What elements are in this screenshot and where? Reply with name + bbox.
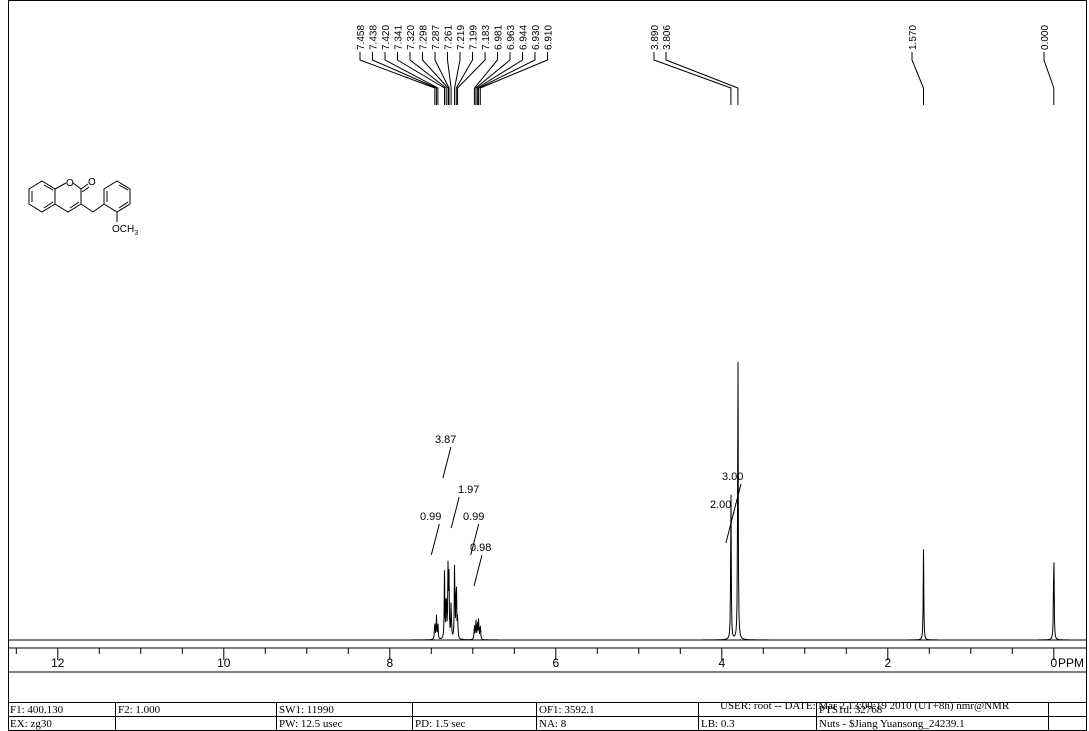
peak-label: 7.298 bbox=[419, 25, 430, 50]
peak-label: 0.000 bbox=[1040, 25, 1051, 50]
integral-curve bbox=[726, 512, 734, 543]
peak-label: 1.570 bbox=[908, 25, 919, 50]
acquisition-param-cell: PW: 12.5 usec bbox=[276, 717, 412, 731]
acquisition-param-cell: OF1: 3592.1 bbox=[536, 703, 698, 717]
peak-label: 7.199 bbox=[469, 25, 480, 50]
peak-label-connector bbox=[385, 52, 438, 105]
integral-label: 1.97 bbox=[458, 484, 479, 496]
nmr-spectrum-plot: 7.458 7.438 7.420 7.341 7.320 7.298 7.287 7.261… bbox=[0, 0, 1089, 700]
peak-label: 6.981 bbox=[494, 25, 505, 50]
integral-curve bbox=[733, 484, 741, 515]
x-tick-label: 4 bbox=[718, 656, 725, 670]
x-tick-label: 6 bbox=[552, 656, 559, 670]
x-tick-label: 0 bbox=[1050, 656, 1057, 670]
integral-label: 0.98 bbox=[470, 542, 491, 554]
integral-label: 2.00 bbox=[710, 499, 731, 511]
acquisition-param-cell: PD: 1.5 sec bbox=[412, 717, 536, 731]
peak-label: 7.320 bbox=[406, 25, 417, 50]
x-tick-label: 12 bbox=[51, 656, 65, 670]
spectrum-trace bbox=[8, 362, 1087, 640]
peak-label: 7.341 bbox=[394, 25, 405, 50]
x-axis-ticks: 12 10 8 6 4 2 0 bbox=[16, 648, 1057, 670]
peak-label-connector bbox=[666, 52, 738, 105]
structure-carbonyl-oxygen: O bbox=[88, 177, 96, 188]
peak-label: 7.183 bbox=[481, 25, 492, 50]
x-tick-label: 8 bbox=[386, 656, 393, 670]
peak-label: 7.420 bbox=[381, 25, 392, 50]
acquisition-params-row-2: EX: zg30 PW: 12.5 usec PD: 1.5 sec NA: 8 LB:… bbox=[8, 716, 1087, 731]
peak-label: 6.944 bbox=[519, 25, 530, 50]
peak-label: 7.438 bbox=[369, 25, 380, 50]
spectrum-line bbox=[8, 362, 1087, 640]
acquisition-params-row-1: F1: 400.130 F2: 1.000 SW1: 11990 OF1: 3592.… bbox=[8, 702, 1087, 717]
structure-ring-oxygen: O bbox=[66, 178, 74, 189]
peak-label-connector bbox=[477, 52, 522, 105]
acquisition-param-cell: Nuts - $Jiang Yuansong_24239.1 bbox=[816, 717, 1048, 731]
structure-benzo-ring bbox=[29, 181, 55, 212]
integral-curve bbox=[451, 497, 459, 528]
peak-label-connector bbox=[912, 52, 924, 105]
acquisition-param-cell: SW1: 11990 bbox=[276, 703, 412, 717]
peak-label-connector bbox=[373, 52, 437, 105]
peak-label-connector bbox=[480, 52, 547, 105]
peak-label-group: 7.458 7.438 7.420 7.341 7.320 7.298 7.287 7.261… bbox=[356, 25, 1051, 50]
acquisition-param-cell: NA: 8 bbox=[536, 717, 698, 731]
integral-label: 3.00 bbox=[722, 471, 743, 483]
acquisition-param-cell bbox=[115, 717, 276, 731]
x-tick-label: 2 bbox=[884, 656, 891, 670]
acquisition-param-cell: F2: 1.000 bbox=[115, 703, 276, 717]
integral-curve bbox=[474, 555, 482, 586]
acquisition-param-cell bbox=[412, 703, 536, 717]
structure-methoxy-label: OCH3 bbox=[112, 224, 138, 237]
peak-label: 6.910 bbox=[544, 25, 555, 50]
integral-curve bbox=[443, 447, 451, 478]
integral-label: 3.87 bbox=[435, 434, 456, 446]
peak-label: 7.219 bbox=[456, 25, 467, 50]
peak-label: 7.261 bbox=[444, 25, 455, 50]
integral-label: 0.99 bbox=[420, 511, 441, 523]
peak-label: 7.287 bbox=[431, 25, 442, 50]
peak-label: 7.458 bbox=[356, 25, 367, 50]
acquisition-param-cell bbox=[698, 703, 816, 717]
peak-label-connector bbox=[456, 52, 472, 105]
acquisition-param-cell: PTS1d: 32768 bbox=[816, 703, 1048, 717]
peak-label: 3.890 bbox=[650, 25, 661, 50]
peak-label: 3.806 bbox=[662, 25, 673, 50]
integral-curve bbox=[431, 524, 439, 555]
molecular-structure bbox=[29, 181, 130, 222]
peak-label-connector bbox=[435, 52, 449, 105]
acquisition-param-cell: EX: zg30 bbox=[8, 717, 115, 731]
peak-label: 6.930 bbox=[531, 25, 542, 50]
acquisition-param-cell bbox=[1048, 703, 1087, 717]
structure-pyranone-ring bbox=[55, 183, 66, 189]
peak-label-connector bbox=[1044, 52, 1054, 105]
peak-label: 6.963 bbox=[506, 25, 517, 50]
structure-methoxyphenyl-ring bbox=[104, 181, 130, 212]
x-tick-label: 10 bbox=[217, 656, 231, 670]
acquisition-param-cell: LB: 0.3 bbox=[698, 717, 816, 731]
integral-label: 0.99 bbox=[463, 511, 484, 523]
acquisition-param-cell bbox=[1048, 717, 1087, 731]
peak-label-connectors bbox=[360, 52, 1054, 105]
integral-group: 3.87 0.99 1.97 0.99 0.98 2.00 3.00 bbox=[420, 434, 743, 586]
x-axis-unit-label: PPM bbox=[1058, 656, 1084, 670]
acquisition-param-cell: F1: 400.130 bbox=[8, 703, 115, 717]
